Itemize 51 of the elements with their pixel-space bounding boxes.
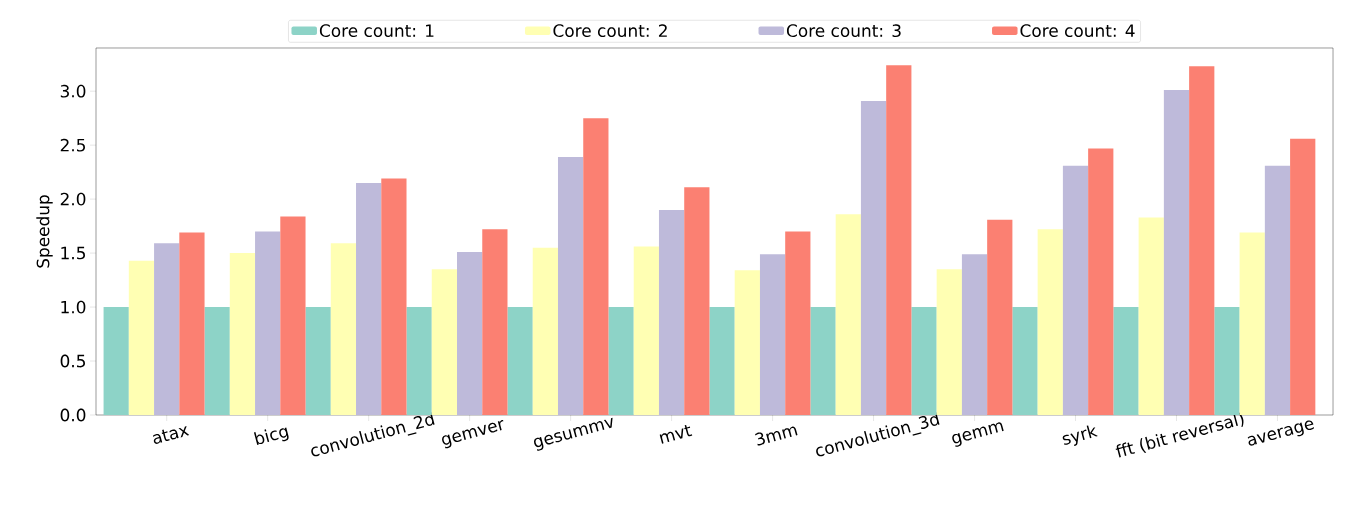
legend-label: Core count: 4: [1020, 24, 1135, 38]
bar: [507, 307, 533, 415]
y-tick-label: 1.5: [61, 246, 85, 260]
y-axis-title: Speedup: [36, 195, 53, 268]
bar: [255, 231, 281, 415]
bar: [557, 157, 584, 415]
y-tick-label: 1.0: [61, 300, 86, 314]
x-tick-label: atax: [153, 426, 190, 444]
bar: [457, 252, 483, 415]
y-tick-label: 0.5: [60, 354, 85, 368]
bar: [482, 229, 508, 415]
bar: [280, 216, 306, 415]
bar: [684, 187, 710, 415]
y-tick-label: 2.5: [60, 138, 85, 152]
legend-label: Core count: 3: [786, 24, 901, 38]
legend-label: Core count: 1: [319, 24, 434, 38]
x-tick-label: gemm: [952, 422, 1004, 447]
bar: [608, 307, 634, 415]
bar: [1088, 148, 1114, 415]
bar: [229, 253, 256, 415]
x-tick-label: bicg: [253, 427, 289, 445]
y-tick-label: 0.0: [60, 408, 86, 422]
bar: [1012, 307, 1038, 415]
bar: [1113, 307, 1139, 415]
y-tick-label: 2.0: [60, 192, 86, 206]
x-tick-label: syrk: [1062, 425, 1098, 447]
legend-label: Core count: 2: [553, 24, 667, 38]
bar: [1290, 138, 1316, 415]
x-tick-label: average: [1247, 420, 1315, 446]
bar: [1264, 165, 1291, 415]
bar: [1138, 217, 1164, 415]
bar: [709, 307, 735, 415]
bar: [759, 254, 786, 415]
bar: [633, 246, 659, 415]
bar: [583, 118, 609, 415]
bar: [785, 231, 811, 415]
bar: [532, 247, 558, 415]
y-tick-label: 3.0: [60, 84, 86, 98]
bar: [1037, 229, 1063, 415]
x-tick-label: 3mm: [755, 426, 798, 446]
bar: [734, 270, 760, 415]
bar: [987, 219, 1013, 415]
bar: [658, 209, 685, 415]
bar: [179, 232, 205, 415]
bar: [204, 307, 230, 415]
x-tick-label: mvt: [659, 424, 693, 444]
bar: [128, 260, 155, 415]
bar: [103, 307, 129, 415]
bar: [1062, 165, 1089, 415]
bar: [961, 254, 988, 415]
bar: [154, 243, 180, 415]
